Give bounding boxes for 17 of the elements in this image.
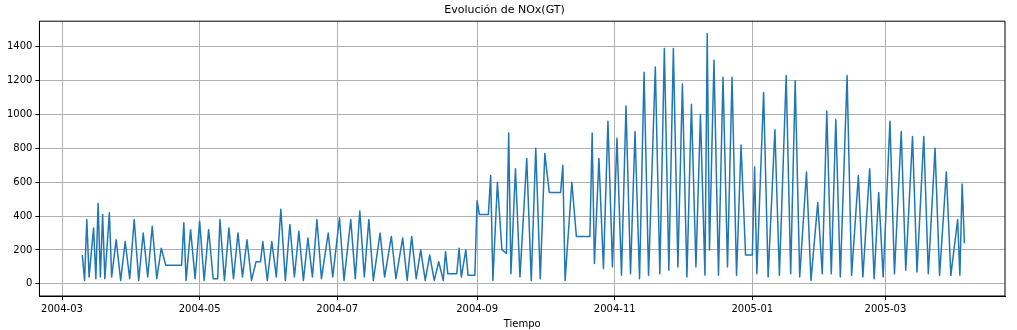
y-tick-label: 1200 xyxy=(7,74,33,86)
y-tick-label: 800 xyxy=(13,141,33,153)
y-tick-label: 400 xyxy=(13,209,33,221)
x-tick-label: 2004-07 xyxy=(316,302,359,314)
x-tick-label: 2004-11 xyxy=(593,302,636,314)
chart-title: Evolución de NOx(GT) xyxy=(444,3,565,17)
y-tick-label: 600 xyxy=(13,175,33,187)
x-tick-label: 2004-03 xyxy=(41,302,83,314)
x-tick-label: 2005-03 xyxy=(864,302,907,314)
y-tick-label: 200 xyxy=(13,243,33,255)
y-tick-label: 0 xyxy=(26,277,33,289)
y-tick-label: 1400 xyxy=(7,40,33,52)
x-axis-title: Tiempo xyxy=(502,317,541,329)
x-tick-label: 2004-09 xyxy=(456,302,498,314)
x-tick-label: 2004-05 xyxy=(178,302,221,314)
x-tick-label: 2005-01 xyxy=(731,302,774,314)
y-tick-label: 1000 xyxy=(7,108,33,120)
